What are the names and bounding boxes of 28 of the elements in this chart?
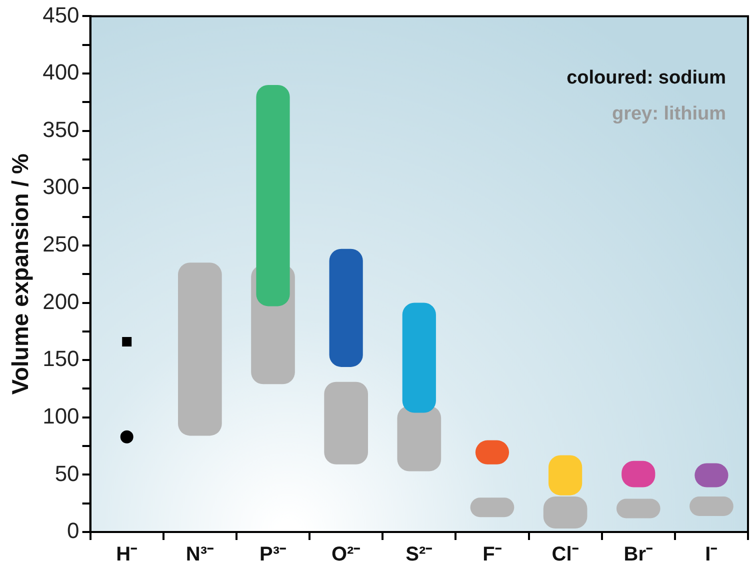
x-tick-label: O²⁻ xyxy=(331,544,361,566)
bar xyxy=(256,84,290,306)
y-tick-label: 50 xyxy=(54,460,80,486)
annotation: coloured: sodium xyxy=(566,67,726,88)
y-tick-label: 250 xyxy=(42,232,80,257)
x-tick-label: Br⁻ xyxy=(624,544,653,566)
x-tick-label: H⁻ xyxy=(116,544,138,566)
y-tick-label: 300 xyxy=(42,174,80,200)
x-tick-label: Cl⁻ xyxy=(552,544,579,566)
annotation: grey: lithium xyxy=(612,103,726,124)
bar xyxy=(402,302,436,413)
x-tick-label: S²⁻ xyxy=(406,544,433,566)
x-tick-label: P³⁻ xyxy=(260,544,286,566)
bar xyxy=(397,406,442,472)
x-tick-label: F⁻ xyxy=(482,544,502,566)
y-tick-label: 400 xyxy=(42,60,80,85)
x-tick-label: I⁻ xyxy=(705,544,718,566)
y-tick-label: 150 xyxy=(42,346,80,372)
x-tick-label: N³⁻ xyxy=(186,544,214,566)
y-axis-title: Volume expansion / % xyxy=(7,154,34,395)
y-tick-label: 100 xyxy=(42,403,80,428)
y-tick-label: 350 xyxy=(42,116,80,142)
y-tick-label: 450 xyxy=(42,2,80,28)
bar xyxy=(178,262,222,436)
y-tick-label: 200 xyxy=(42,288,80,314)
bar xyxy=(329,248,363,367)
bar xyxy=(324,382,368,464)
y-tick-label: 0 xyxy=(67,518,80,544)
